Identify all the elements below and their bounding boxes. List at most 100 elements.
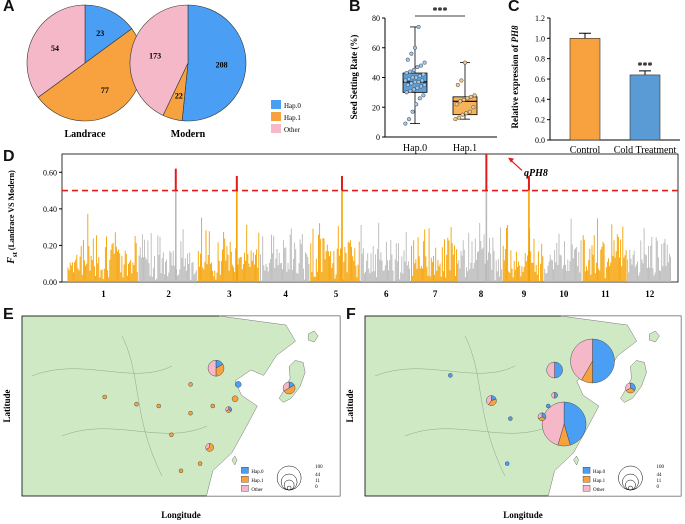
- map-e-pie-6: [102, 394, 107, 400]
- map-f-sea: [547, 315, 682, 497]
- chromosome-bars: [411, 227, 459, 282]
- chromosome-bars: [310, 223, 360, 282]
- panel-label-a: A: [3, 0, 15, 15]
- box-point: [465, 96, 470, 101]
- map-e-pie-4: [225, 406, 232, 413]
- boxplot-ytick-label: 0: [376, 133, 380, 142]
- box-point: [418, 63, 424, 68]
- bar-ytick-label: 0.6: [535, 75, 545, 84]
- map-e-legend-swatch-hap1: [241, 475, 249, 483]
- box-point: [410, 75, 415, 80]
- chromosome-bars: [502, 225, 544, 282]
- box-point: [420, 78, 425, 83]
- manhattan-plot: Fst (Landrace VS Modern) 0.00 0.20 0.40 0.6…: [6, 153, 679, 299]
- box-point: [406, 117, 412, 122]
- box-point: [458, 99, 463, 104]
- map-f-hokkaido: [649, 330, 660, 343]
- map-e-pie-1: [235, 381, 242, 388]
- bar-0: [569, 38, 601, 141]
- map-pie-slice: [625, 382, 631, 391]
- boxplot-chart: Seed Setting Rate (%) 0 20 40 60 80 Hap.0 Hap.…: [349, 6, 497, 154]
- map-e-pie-12: [205, 443, 214, 452]
- box-point: [406, 76, 412, 82]
- map-e-hokkaido: [307, 330, 319, 343]
- box-point: [459, 78, 464, 83]
- manhattan-ytick-label: 0.20: [43, 241, 57, 250]
- panel-label-f: F: [346, 306, 356, 323]
- map-f-pie-8: [448, 373, 453, 378]
- box-point: [421, 93, 426, 98]
- map-pie-slice: [554, 361, 563, 379]
- map-f-size-label: 0: [656, 485, 659, 490]
- map-pie-slice: [156, 403, 161, 409]
- manhattan-xtick-label: 12: [645, 289, 655, 299]
- box-point: [416, 24, 421, 29]
- legend-label-hap0: Hap.0: [284, 102, 301, 110]
- map-pie-slice: [225, 406, 229, 412]
- box-point: [422, 60, 427, 65]
- map-pie-slice: [554, 391, 558, 399]
- manhattan-xtick-label: 10: [559, 289, 569, 299]
- chromosome-bars: [582, 218, 627, 282]
- chromosome-bars: [67, 213, 138, 282]
- map-pie-slice: [546, 403, 551, 409]
- box-point: [460, 112, 465, 117]
- chromosome-2: [138, 168, 197, 282]
- pie-modern-label-hap1: 22: [175, 91, 183, 100]
- bar-ytick-label: 1.2: [535, 14, 545, 23]
- map-pie-slice: [282, 381, 290, 392]
- map-pie-slice: [563, 401, 587, 446]
- chromosome-9: [502, 175, 544, 282]
- manhattan-xtick-label: 3: [227, 289, 232, 299]
- box-point: [414, 75, 419, 80]
- box-point: [456, 115, 462, 120]
- map-pie-slice: [570, 338, 593, 381]
- bar-xtick-label: Cold Treatment: [614, 145, 677, 156]
- map-pie-slice: [188, 410, 193, 416]
- map-f-pie-4: [541, 401, 587, 447]
- map-pie-slice: [197, 461, 203, 466]
- map-e-size-circle: [286, 485, 292, 491]
- map-e-pie-11: [169, 432, 174, 438]
- box-point: [414, 102, 419, 107]
- map-pie-slice: [504, 461, 510, 466]
- map-e-legend-swatch-other: [241, 484, 249, 492]
- map-e-size-label: 11: [315, 479, 320, 484]
- chromosome-bars: [260, 228, 310, 282]
- map-pie-slice: [205, 443, 210, 450]
- box-point: [472, 93, 477, 98]
- map-e-borders: [31, 335, 208, 477]
- chromosome-bars: [627, 228, 671, 282]
- manhattan-xtick-label: 2: [166, 289, 171, 299]
- chromosome-3: [197, 175, 260, 282]
- map-f-pie-0: [570, 338, 615, 384]
- chromosome-10: [544, 218, 582, 282]
- map-pie-slice: [205, 443, 214, 452]
- map-e-size-label: 0: [315, 485, 318, 490]
- box-point: [464, 111, 469, 116]
- pie-landrace-label-hap1: 77: [101, 86, 109, 95]
- boxplot-ytick-label: 60: [372, 44, 380, 53]
- pie-landrace-title: Landrace: [64, 129, 106, 140]
- bar-ytick-label: 1.0: [535, 34, 545, 43]
- map-pie-slice: [546, 361, 555, 379]
- annotation-arrow-line: [511, 160, 523, 171]
- map-e-pie-13: [178, 468, 184, 474]
- pie-modern-title: Modern: [171, 129, 206, 140]
- map-pie-slice: [486, 395, 492, 405]
- chromosome-bars: [138, 229, 197, 282]
- pie-panel: 23 77 54 208 22 173 Landrace Modern Hap.0 Ha…: [26, 4, 301, 140]
- chromosome-bars: [458, 223, 503, 282]
- map-e-pie-10: [188, 382, 193, 387]
- map-f-pie-10: [546, 403, 551, 409]
- map-f-legend-swatch-hap0: [582, 466, 591, 474]
- bar-xtick-label: Control: [570, 145, 601, 156]
- pie-modern-label-other: 173: [149, 52, 161, 61]
- significance-stars: ***: [433, 6, 448, 17]
- box-point: [416, 79, 421, 85]
- box-point: [408, 88, 413, 93]
- map-f-pie-6: [508, 416, 513, 421]
- box-point: [412, 45, 418, 50]
- map-e-pie-2: [231, 395, 239, 403]
